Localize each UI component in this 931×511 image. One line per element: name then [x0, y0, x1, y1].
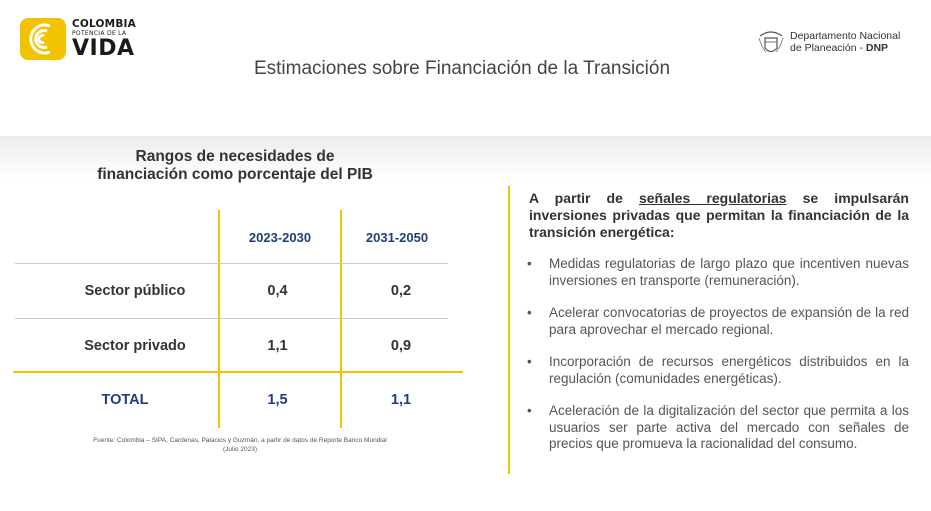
list-item: • Acelerar convocatorias de proyectos de … — [527, 305, 909, 338]
table-column-divider — [340, 210, 342, 428]
list-item-text: Acelerar convocatorias de proyectos de e… — [549, 305, 909, 337]
table-cell: 0,9 — [390, 338, 412, 354]
list-item-text: Incorporación de recursos energéticos di… — [549, 354, 909, 386]
table-header-cell: 2031-2050 — [365, 230, 429, 245]
intro-prefix: A partir de — [529, 190, 639, 206]
table-total-cell: 1,1 — [390, 392, 412, 408]
table-total-divider — [13, 371, 463, 373]
header-divider-band — [0, 136, 931, 180]
table-row-label: Sector privado — [84, 338, 186, 354]
table-column-divider — [218, 210, 220, 428]
table-title-line-1: Rangos de necesidades de — [135, 148, 335, 165]
dnp-line-1: Departamento Nacional — [790, 30, 901, 42]
bullet-list: • Medidas regulatorias de largo plazo que… — [527, 256, 909, 469]
table-row-label: Sector público — [84, 283, 186, 299]
list-item-text: Aceleración de la digitalización del sec… — [549, 403, 909, 451]
colombia-potencia-logo: COLOMBIA POTENCIA DE LA VIDA — [20, 16, 150, 66]
page-title: Estimaciones sobre Financiación de la Tr… — [253, 58, 671, 79]
table-title: Rangos de necesidades de financiación co… — [40, 148, 430, 184]
bullet-icon: • — [527, 403, 532, 418]
table-cell: 0,4 — [267, 283, 288, 299]
table-row-divider — [15, 263, 448, 264]
table-cell: 0,2 — [390, 283, 412, 299]
coat-of-arms-icon — [758, 31, 784, 53]
intro-paragraph: A partir de señales regulatorias se impu… — [529, 190, 909, 241]
logo-line-3: VIDA — [72, 36, 135, 61]
intro-underlined: señales regulatorias — [638, 190, 787, 206]
list-item-text: Medidas regulatorias de largo plazo que … — [549, 256, 909, 288]
table-row-divider — [15, 318, 448, 319]
bullet-icon: • — [527, 354, 532, 369]
table-title-line-2: financiación como porcentaje del PIB — [97, 166, 373, 183]
intro-suffix: se impulsarán inversiones privadas que p… — [529, 190, 909, 240]
bullet-icon: • — [527, 256, 532, 271]
dnp-acronym: DNP — [865, 42, 889, 54]
logo-mark-icon — [20, 18, 66, 60]
list-item: • Incorporación de recursos energéticos d… — [527, 354, 909, 387]
list-item: • Aceleración de la digitalización del se… — [527, 403, 909, 453]
table-total-cell: 1,5 — [267, 392, 288, 408]
dnp-line-2: de Planeación - — [790, 42, 866, 54]
logo-line-1: COLOMBIA — [72, 18, 136, 30]
table-cell: 1,1 — [267, 338, 288, 354]
right-column-accent-line — [508, 186, 510, 474]
bullet-icon: • — [527, 305, 532, 320]
logo-line-2: POTENCIA DE LA — [72, 30, 127, 37]
list-item: • Medidas regulatorias de largo plazo que… — [527, 256, 909, 289]
source-note: Fuente: Colombia – SIPA, Cardenas, Palac… — [40, 436, 440, 454]
table-header-cell: 2023-2030 — [248, 230, 312, 245]
table-total-label: TOTAL — [101, 392, 149, 408]
source-line-1: Fuente: Colombia – SIPA, Cardenas, Palac… — [93, 437, 387, 444]
source-line-2: (Julio 2023) — [223, 446, 257, 453]
